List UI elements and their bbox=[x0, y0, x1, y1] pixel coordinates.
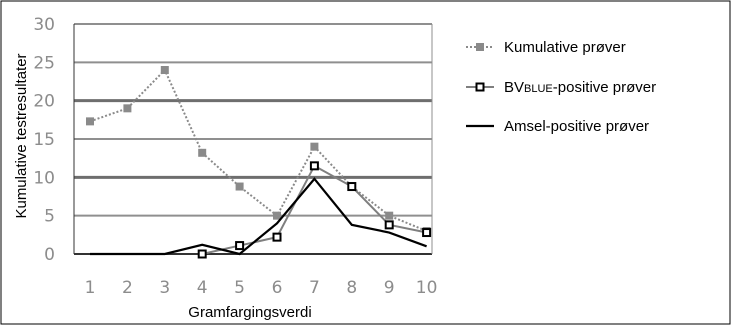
legend-label-1: Kumulative prøver bbox=[504, 39, 626, 56]
x-tick-label-1: 1 bbox=[85, 278, 96, 298]
y-tick-label-30: 30 bbox=[33, 15, 55, 35]
x-tick-label-2: 2 bbox=[122, 278, 133, 298]
series-1-point-6 bbox=[273, 211, 281, 220]
series-3 bbox=[90, 177, 427, 256]
x-tick-labels: 1 2 3 4 5 6 7 8 9 10 bbox=[85, 278, 438, 298]
x-tick-label-3: 3 bbox=[159, 278, 170, 298]
y-tick-label-5: 5 bbox=[44, 207, 55, 227]
x-tick-label-6: 6 bbox=[272, 278, 283, 298]
legend: Kumulative prøver BVBLUE-positive prøver A… bbox=[466, 39, 656, 135]
legend-item-1: Kumulative prøver bbox=[466, 39, 626, 56]
y-axis-title: Kumulative testresultater bbox=[13, 53, 30, 218]
y-tick-labels: 0 5 10 15 20 25 30 bbox=[33, 15, 55, 265]
y-tick-label-20: 20 bbox=[33, 92, 55, 112]
series-lines bbox=[86, 66, 432, 259]
legend-label-part: BV bbox=[504, 79, 524, 96]
series-2 bbox=[197, 161, 432, 259]
legend-label-2: BVBLUE-positive prøver bbox=[504, 79, 656, 96]
legend-label-part: Amsel-positive prøver bbox=[504, 118, 649, 135]
series-2-point-4 bbox=[197, 249, 207, 259]
series-2-point-5 bbox=[235, 241, 245, 251]
x-tick-label-8: 8 bbox=[346, 278, 357, 298]
legend-item-2: BVBLUE-positive prøver bbox=[466, 79, 656, 96]
series-1-point-2 bbox=[123, 104, 132, 113]
legend-item-3: Amsel-positive prøver bbox=[466, 118, 649, 135]
legend-marker-1 bbox=[476, 43, 484, 51]
x-tick-label-5: 5 bbox=[234, 278, 245, 298]
series-3-line bbox=[90, 177, 427, 256]
series-2-point-6 bbox=[272, 232, 282, 242]
series-2-point-7 bbox=[309, 161, 319, 171]
series-2-point-8 bbox=[347, 182, 357, 192]
x-tick-label-7: 7 bbox=[309, 278, 320, 298]
legend-label-3: Amsel-positive prøver bbox=[504, 118, 649, 135]
legend-label-smallcaps: BLUE bbox=[524, 83, 553, 95]
series-1-point-5 bbox=[235, 182, 244, 191]
legend-marker-2 bbox=[475, 82, 485, 92]
x-tick-label-10: 10 bbox=[416, 278, 438, 298]
x-axis-title: Gramfargingsverdi bbox=[188, 304, 311, 321]
series-1-point-7 bbox=[310, 142, 319, 151]
series-1-point-4 bbox=[198, 148, 207, 157]
series-1-point-3 bbox=[160, 66, 169, 74]
x-tick-label-9: 9 bbox=[384, 278, 395, 298]
series-1-point-9 bbox=[385, 211, 394, 220]
y-tick-label-15: 15 bbox=[33, 130, 55, 150]
legend-label-part: Kumulative prøver bbox=[504, 39, 626, 56]
x-tick-label-4: 4 bbox=[197, 278, 208, 298]
series-1-point-1 bbox=[86, 117, 94, 126]
series-2-point-10 bbox=[422, 228, 432, 238]
series-2-point-9 bbox=[384, 220, 394, 230]
y-tick-label-0: 0 bbox=[44, 245, 55, 265]
y-tick-label-25: 25 bbox=[33, 53, 55, 73]
legend-label-part: -positive prøver bbox=[553, 79, 656, 96]
y-tick-label-10: 10 bbox=[33, 168, 55, 188]
